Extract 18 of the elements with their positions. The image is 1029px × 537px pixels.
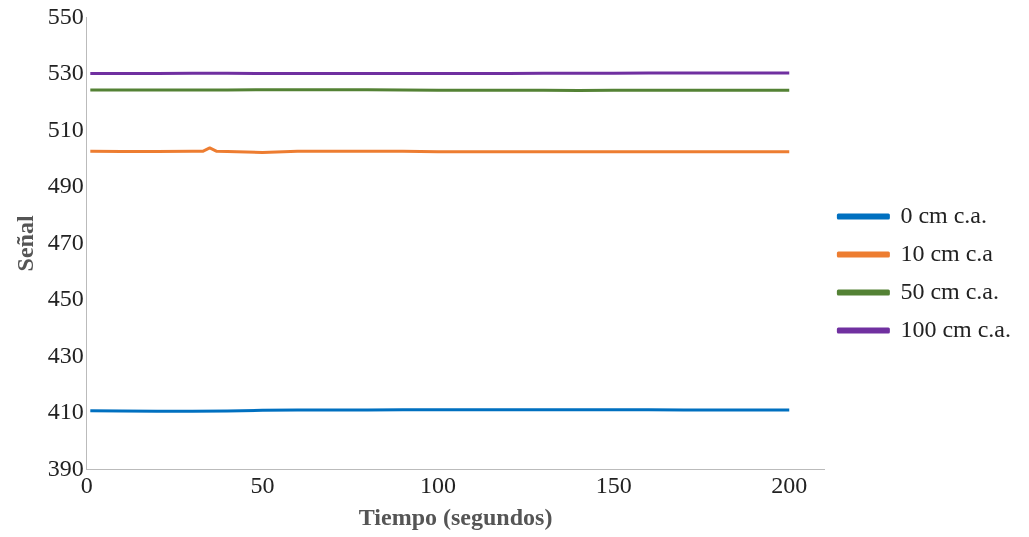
legend-label: 100 cm c.a.: [900, 315, 1011, 342]
y-tick-label: 450: [47, 285, 84, 312]
y-tick-label: 410: [47, 398, 84, 425]
x-tick-label: 150: [595, 472, 632, 499]
y-tick-label: 430: [47, 341, 84, 368]
y-tick-label: 530: [47, 59, 84, 86]
legend-label: 50 cm c.a.: [900, 277, 999, 304]
y-tick-label: 510: [47, 115, 84, 142]
legend-label: 0 cm c.a.: [900, 201, 987, 228]
y-axis-title: Señal: [11, 215, 38, 272]
legend-label: 10 cm c.a: [900, 239, 994, 266]
x-tick-label: 50: [250, 472, 275, 499]
x-axis-title: Tiempo (segundos): [358, 503, 553, 530]
y-tick-label: 490: [47, 172, 84, 199]
x-tick-label: 200: [771, 472, 808, 499]
x-tick-label: 100: [420, 472, 457, 499]
y-tick-label: 550: [47, 2, 84, 29]
y-tick-label: 470: [47, 228, 84, 255]
